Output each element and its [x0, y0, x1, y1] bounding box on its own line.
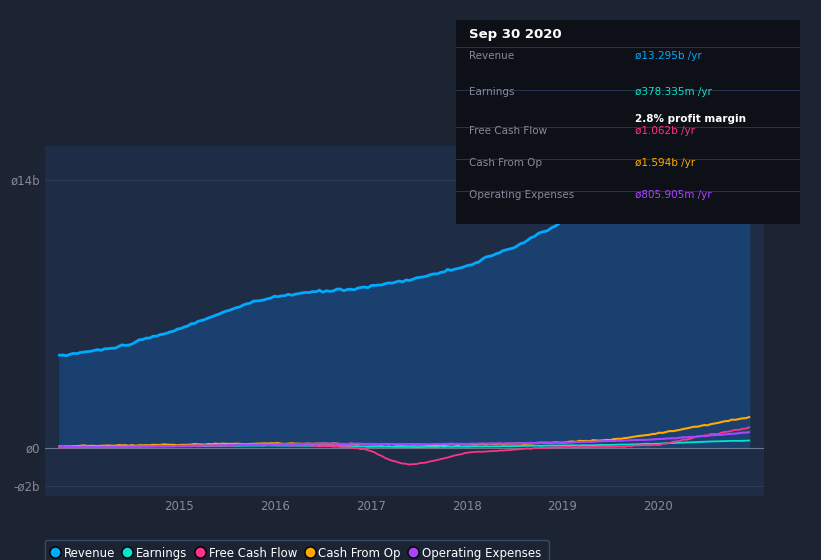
Text: Sep 30 2020: Sep 30 2020	[470, 28, 562, 41]
Text: ø805.905m /yr: ø805.905m /yr	[635, 190, 712, 200]
Text: ø378.335m /yr: ø378.335m /yr	[635, 87, 712, 97]
Text: Free Cash Flow: Free Cash Flow	[470, 126, 548, 136]
Text: ø1.062b /yr: ø1.062b /yr	[635, 126, 695, 136]
Text: Revenue: Revenue	[470, 52, 515, 61]
Text: ø13.295b /yr: ø13.295b /yr	[635, 52, 702, 61]
Text: 2.8% profit margin: 2.8% profit margin	[635, 114, 746, 124]
Text: Operating Expenses: Operating Expenses	[470, 190, 575, 200]
Text: Earnings: Earnings	[470, 87, 515, 97]
Text: ø1.594b /yr: ø1.594b /yr	[635, 157, 695, 167]
Text: Cash From Op: Cash From Op	[470, 157, 543, 167]
Legend: Revenue, Earnings, Free Cash Flow, Cash From Op, Operating Expenses: Revenue, Earnings, Free Cash Flow, Cash …	[44, 539, 548, 560]
